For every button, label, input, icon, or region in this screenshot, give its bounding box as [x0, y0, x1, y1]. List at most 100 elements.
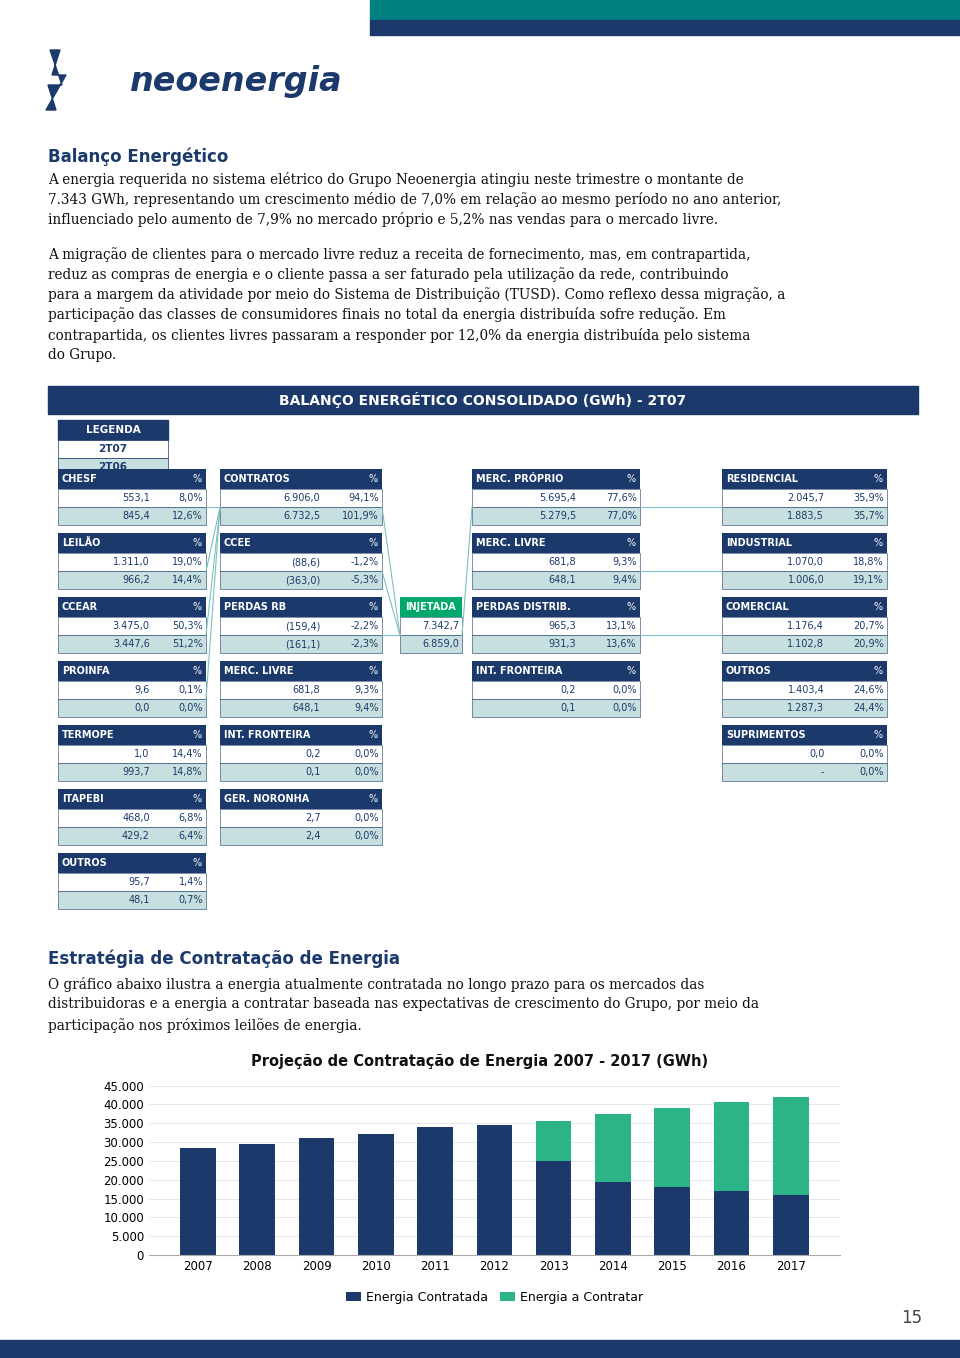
Text: 50,3%: 50,3% [172, 621, 203, 631]
Text: INT. FRONTEIRA: INT. FRONTEIRA [476, 667, 563, 676]
Text: 429,2: 429,2 [122, 831, 150, 841]
Text: 1.287,3: 1.287,3 [787, 703, 825, 713]
Bar [370, 0, 960, 20]
Text: %: % [369, 538, 378, 549]
Text: 966,2: 966,2 [122, 576, 150, 585]
Bar [722, 508, 887, 526]
Text: 14,4%: 14,4% [173, 750, 203, 759]
Text: 0,0%: 0,0% [354, 831, 379, 841]
Bar [472, 598, 640, 618]
Text: 0,0%: 0,0% [859, 767, 884, 777]
Polygon shape [46, 50, 66, 110]
Text: 2T06: 2T06 [99, 462, 128, 473]
Bar [58, 572, 206, 589]
Text: 19,1%: 19,1% [853, 576, 884, 585]
Text: 2T07: 2T07 [99, 444, 128, 454]
Text: %: % [874, 474, 883, 485]
Bar [472, 470, 640, 489]
Bar [220, 809, 382, 827]
Bar [220, 489, 382, 508]
Text: participação das classes de consumidores finais no total da energia distribuída : participação das classes de consumidores… [48, 307, 726, 322]
Text: 7.342,7: 7.342,7 [421, 621, 459, 631]
Bar [722, 572, 887, 589]
Bar [472, 618, 640, 636]
Bar [220, 827, 382, 845]
Text: %: % [369, 731, 378, 740]
Bar [595, 1114, 631, 1181]
Bar [58, 458, 168, 477]
Text: SUPRIMENTOS: SUPRIMENTOS [726, 731, 805, 740]
Text: LEGENDA: LEGENDA [85, 425, 140, 435]
Text: PERDAS RB: PERDAS RB [224, 602, 286, 612]
Text: A migração de clientes para o mercado livre reduz a receita de fornecimento, mas: A migração de clientes para o mercado li… [48, 247, 751, 262]
Text: %: % [627, 538, 636, 549]
Text: 2,7: 2,7 [305, 813, 321, 823]
Text: 24,6%: 24,6% [853, 686, 884, 695]
Text: INJETADA: INJETADA [406, 602, 456, 612]
Text: contrapartida, os clientes livres passaram a responder por 12,0% da energia dist: contrapartida, os clientes livres passar… [48, 327, 751, 342]
Text: 0,0%: 0,0% [612, 703, 637, 713]
Bar [58, 661, 206, 682]
Text: 95,7: 95,7 [128, 877, 150, 887]
Text: MERC. LIVRE: MERC. LIVRE [476, 538, 545, 549]
Text: 9,3%: 9,3% [354, 686, 379, 695]
Text: 9,4%: 9,4% [612, 576, 637, 585]
Bar [58, 598, 206, 618]
Text: Balanço Energético: Balanço Energético [48, 148, 228, 167]
Text: CCEE: CCEE [224, 538, 252, 549]
Text: RESIDENCIAL: RESIDENCIAL [726, 474, 798, 485]
Bar [400, 636, 462, 653]
Bar [472, 534, 640, 553]
Text: 2.045,7: 2.045,7 [787, 493, 825, 504]
Bar [48, 386, 918, 414]
Text: 94,1%: 94,1% [348, 493, 379, 504]
Bar [58, 725, 206, 746]
Bar [220, 508, 382, 526]
Bar [722, 725, 887, 746]
Text: 13,1%: 13,1% [607, 621, 637, 631]
Bar [722, 470, 887, 489]
Text: 0,0%: 0,0% [859, 750, 884, 759]
Text: %: % [369, 602, 378, 612]
Text: OUTROS: OUTROS [62, 858, 108, 868]
Text: 14,8%: 14,8% [173, 767, 203, 777]
Text: 1.102,8: 1.102,8 [787, 640, 825, 649]
Text: (363,0): (363,0) [285, 576, 321, 585]
Text: 931,3: 931,3 [548, 640, 576, 649]
Bar [370, 20, 960, 35]
Text: 681,8: 681,8 [293, 686, 321, 695]
Text: 13,6%: 13,6% [607, 640, 637, 649]
Text: 0,2: 0,2 [561, 686, 576, 695]
Text: 18,8%: 18,8% [853, 557, 884, 568]
Bar [713, 1103, 750, 1191]
Bar [220, 746, 382, 763]
Text: do Grupo.: do Grupo. [48, 348, 116, 363]
Text: CHESF: CHESF [62, 474, 98, 485]
Bar [58, 873, 206, 891]
Text: 12,6%: 12,6% [172, 511, 203, 521]
Text: 9,4%: 9,4% [354, 703, 379, 713]
Text: %: % [193, 858, 202, 868]
Bar [58, 809, 206, 827]
Text: INT. FRONTEIRA: INT. FRONTEIRA [224, 731, 310, 740]
Text: influenciado pelo aumento de 7,9% no mercado próprio e 5,2% nas vendas para o me: influenciado pelo aumento de 7,9% no mer… [48, 212, 718, 228]
Text: %: % [874, 667, 883, 676]
Text: 0,0: 0,0 [134, 703, 150, 713]
Text: 35,9%: 35,9% [853, 493, 884, 504]
Bar [58, 420, 168, 440]
Text: %: % [627, 602, 636, 612]
Text: 1.403,4: 1.403,4 [787, 686, 825, 695]
Bar [722, 489, 887, 508]
Text: 9,6: 9,6 [134, 686, 150, 695]
Text: 35,7%: 35,7% [853, 511, 884, 521]
Text: %: % [193, 474, 202, 485]
Text: distribuidoras e a energia a contratar baseada nas expectativas de crescimento d: distribuidoras e a energia a contratar b… [48, 998, 759, 1012]
Text: %: % [627, 667, 636, 676]
Text: 77,6%: 77,6% [606, 493, 637, 504]
Text: 845,4: 845,4 [122, 511, 150, 521]
Bar [722, 618, 887, 636]
Text: COMERCIAL: COMERCIAL [726, 602, 790, 612]
Bar [722, 636, 887, 653]
Bar [472, 508, 640, 526]
Bar [472, 553, 640, 572]
